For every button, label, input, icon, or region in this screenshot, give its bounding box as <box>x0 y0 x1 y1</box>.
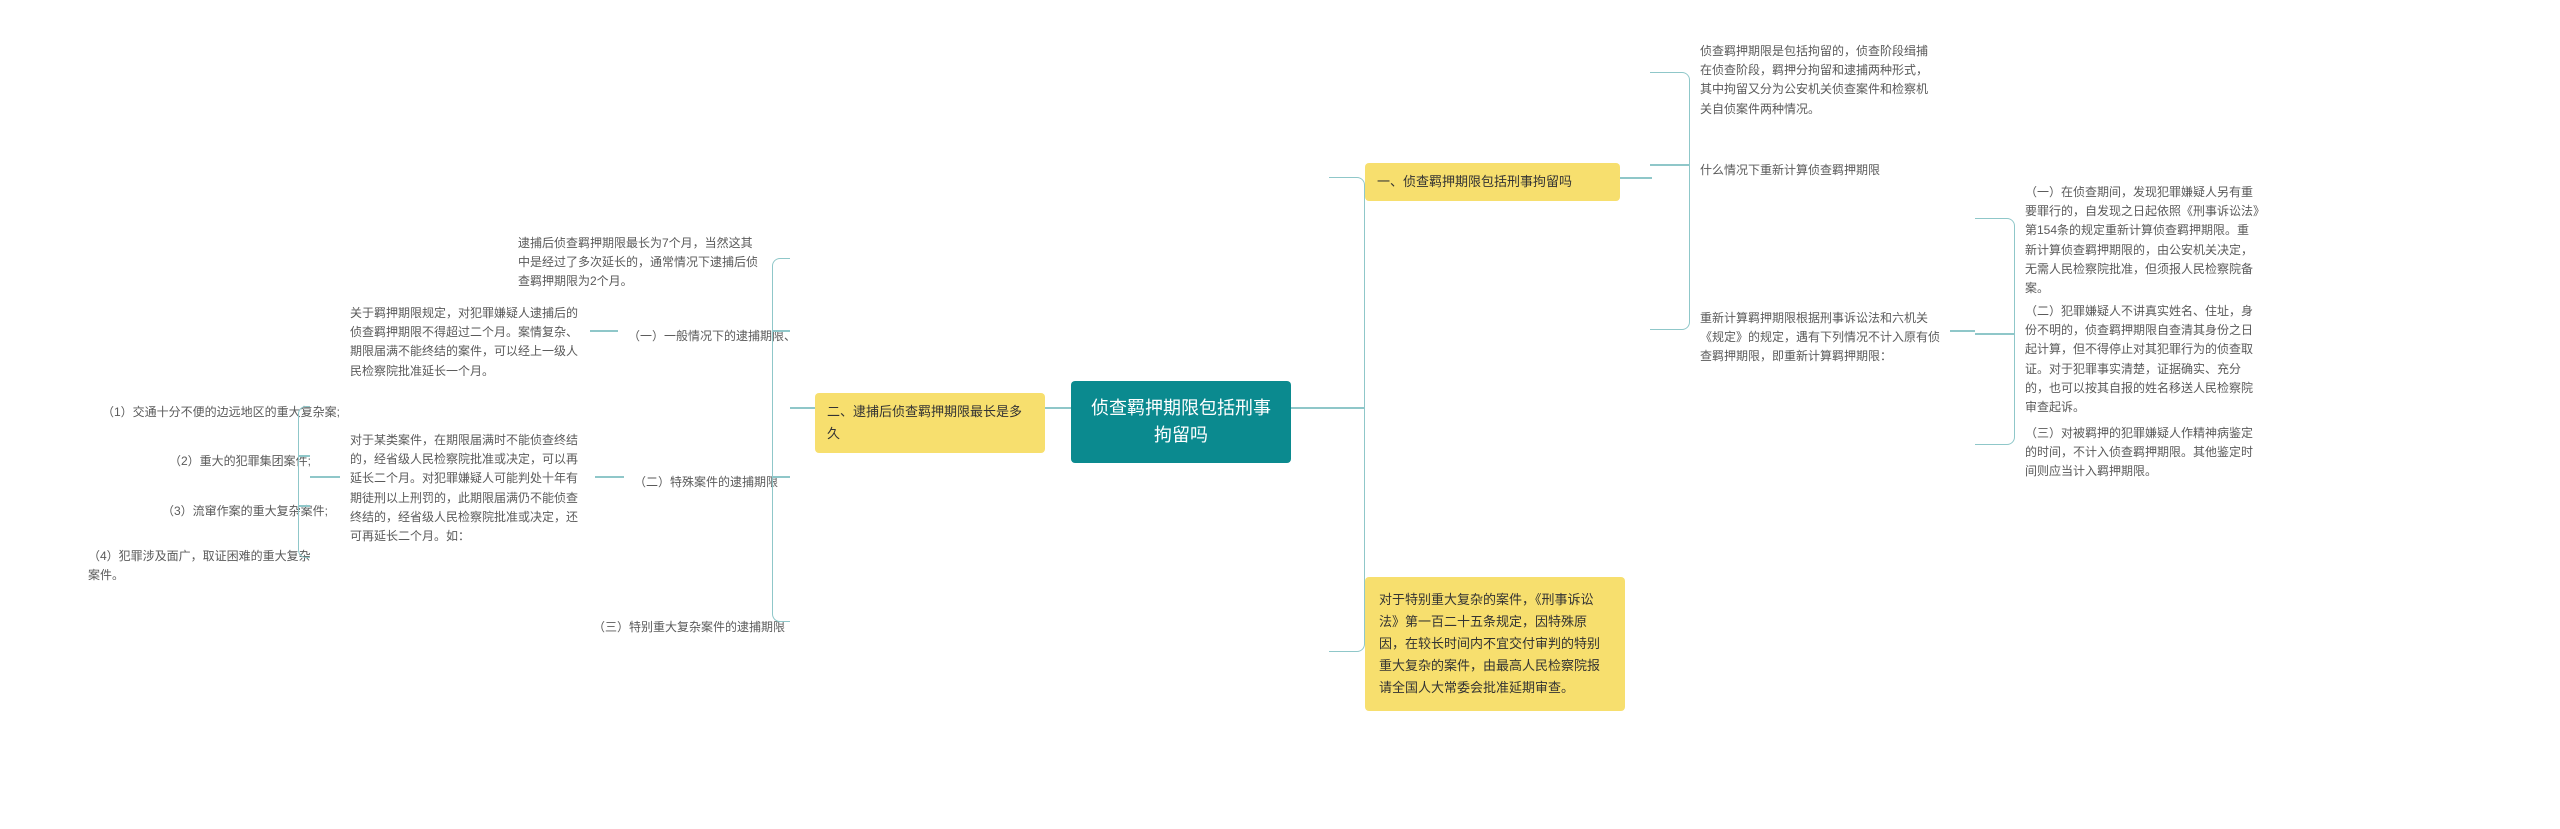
section1-item3-1: （一）在侦查期间，发现犯罪嫌疑人另有重要罪行的，自发现之日起依照《刑事诉讼法》第… <box>2015 177 2270 304</box>
section2-title: 二、逮捕后侦查羁押期限最长是多久 <box>815 393 1045 453</box>
section2-sub2-3: （3）流窜作案的重大复杂案件; <box>152 496 338 527</box>
section1-item1: 侦查羁押期限是包括拘留的，侦查阶段缉捕在侦查阶段，羁押分拘留和逮捕两种形式，其中… <box>1690 36 1945 125</box>
section1-item3-3: （三）对被羁押的犯罪嫌疑人作精神病鉴定的时间，不计入侦查羁押期限。其他鉴定时间则… <box>2015 418 2270 488</box>
section2-sub3-title: （三）特别重大复杂案件的逮捕期限 <box>583 612 795 643</box>
connector <box>772 258 790 622</box>
section2-sub2-2: （2）重大的犯罪集团案件; <box>159 446 321 477</box>
connector <box>1975 218 2015 445</box>
connector <box>298 406 310 558</box>
connector <box>1329 177 1365 652</box>
section2-intro: 逮捕后侦查羁押期限最长为7个月，当然这其中是经过了多次延长的，通常情况下逮捕后侦… <box>508 228 773 298</box>
section2-sub2-1: （1）交通十分不便的边远地区的重大复杂案; <box>92 397 350 428</box>
standalone-paragraph: 对于特别重大复杂的案件，《刑事诉讼法》第一百二十五条规定，因特殊原因，在较长时间… <box>1365 577 1625 711</box>
section1-item3-2: （二）犯罪嫌疑人不讲真实姓名、住址，身份不明的，侦查羁押期限自查清其身份之日起计… <box>2015 296 2270 423</box>
section1-item3-title: 重新计算羁押期限根据刑事诉讼法和六机关《规定》的规定，遇有下列情况不计入原有侦查… <box>1690 303 1950 373</box>
section2-sub2-4: （4）犯罪涉及面广，取证困难的重大复杂案件。 <box>78 541 328 591</box>
section2-sub2-text: 对于某类案件，在期限届满时不能侦查终结的，经省级人民检察院批准或决定，可以再延长… <box>340 425 595 552</box>
section1-title: 一、侦查羁押期限包括刑事拘留吗 <box>1365 163 1620 201</box>
connector <box>1650 72 1690 330</box>
center-topic: 侦查羁押期限包括刑事拘留吗 <box>1071 381 1291 463</box>
section2-sub1-text: 关于羁押期限规定，对犯罪嫌疑人逮捕后的侦查羁押期限不得超过二个月。案情复杂、期限… <box>340 298 590 387</box>
section2-sub2-title: （二）特殊案件的逮捕期限 <box>624 467 788 498</box>
section1-item2: 什么情况下重新计算侦查羁押期限 <box>1690 155 1890 186</box>
